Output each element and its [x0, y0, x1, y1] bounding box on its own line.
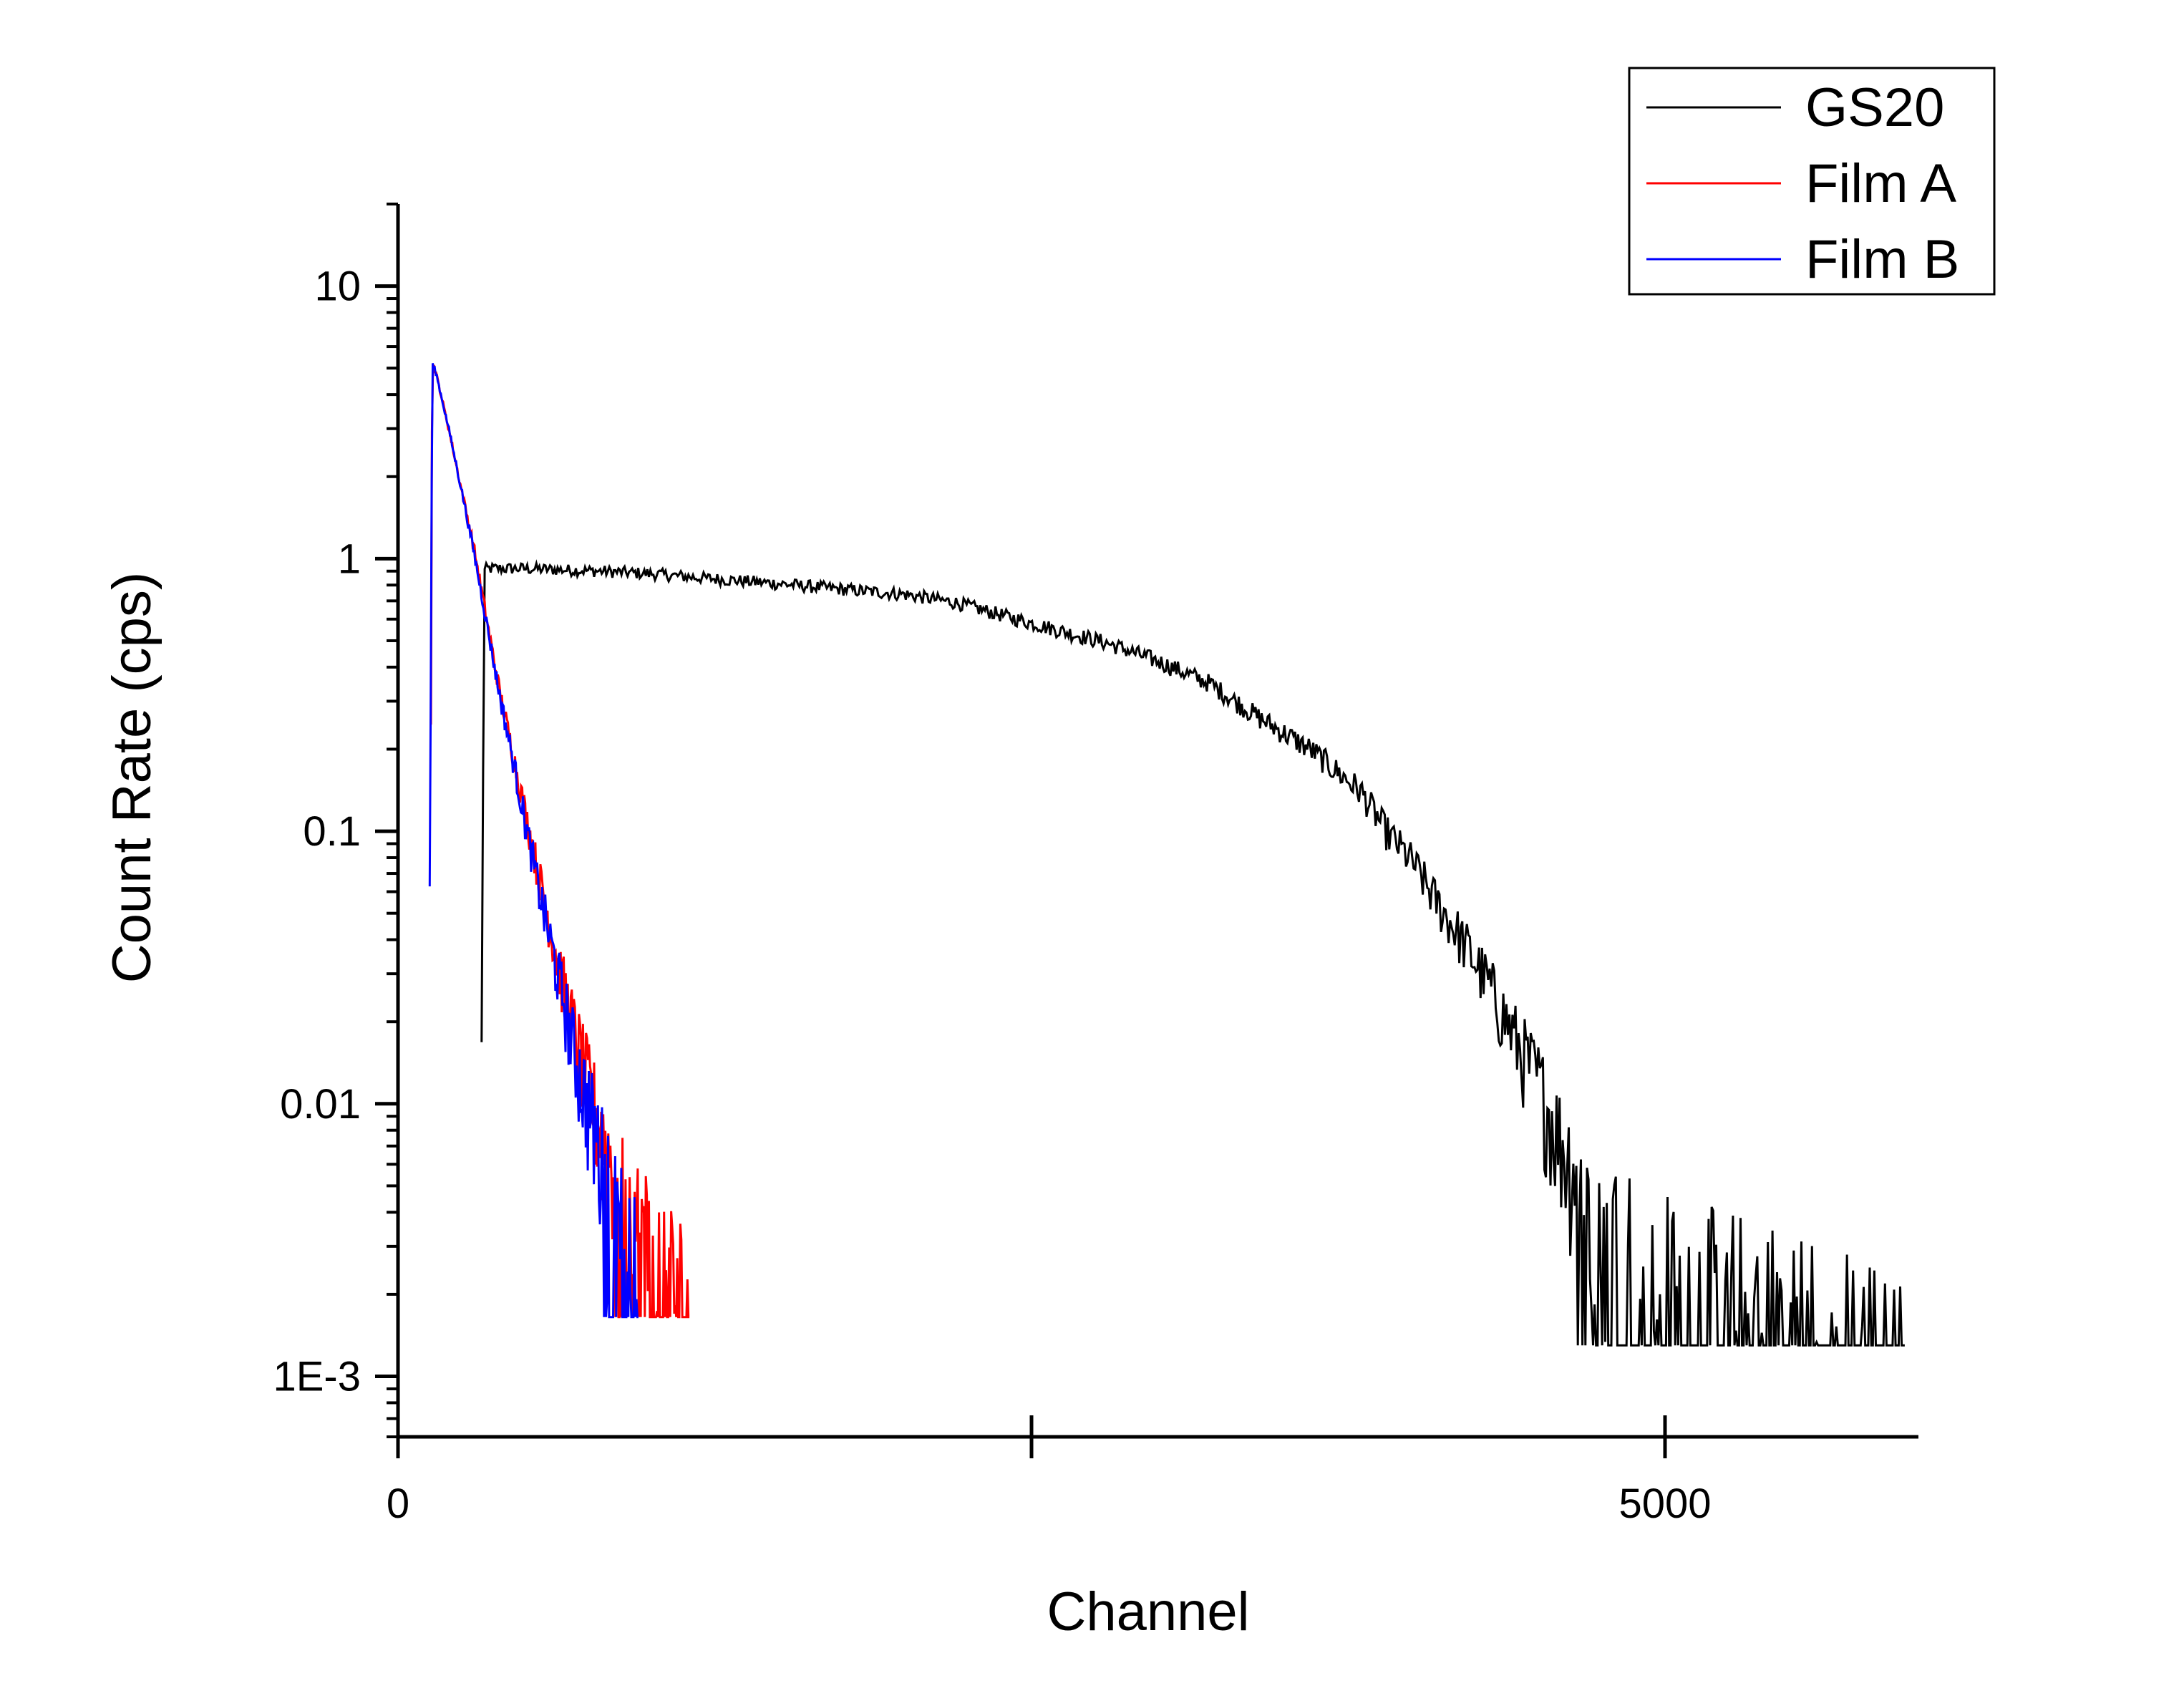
y-tick-label: 0.1 — [303, 808, 361, 855]
legend: GS20 Film A Film B — [1628, 67, 1996, 296]
series-layer — [428, 363, 1905, 1347]
legend-label: GS20 — [1805, 77, 1944, 138]
series-line-2 — [429, 364, 690, 1319]
y-axis-title: Count Rate (cps) — [102, 572, 162, 983]
legend-items: GS20 Film A Film B — [1646, 77, 1959, 290]
series-line-3 — [428, 363, 639, 1319]
series-line-1 — [480, 559, 1905, 1347]
y-tick-label: 0.01 — [280, 1081, 361, 1128]
y-tick-label: 1 — [338, 536, 361, 582]
y-tick-label: 10 — [314, 263, 361, 310]
legend-label: Film A — [1805, 153, 1956, 214]
y-tick-label: 1E-3 — [273, 1354, 361, 1400]
legend-label: Film B — [1805, 229, 1959, 290]
plot-area: 1E-3 0.01 0.1 1 10 0 5000 — [273, 203, 1918, 1527]
x-tick-label: 0 — [387, 1480, 409, 1527]
legend-box — [1628, 67, 1996, 296]
x-axis-title: Channel — [1047, 1581, 1249, 1642]
x-tick-label: 5000 — [1618, 1480, 1711, 1527]
x-axis-ticks: 0 5000 — [387, 1415, 1712, 1527]
y-axis-ticks: 1E-3 0.01 0.1 1 10 — [273, 203, 398, 1438]
